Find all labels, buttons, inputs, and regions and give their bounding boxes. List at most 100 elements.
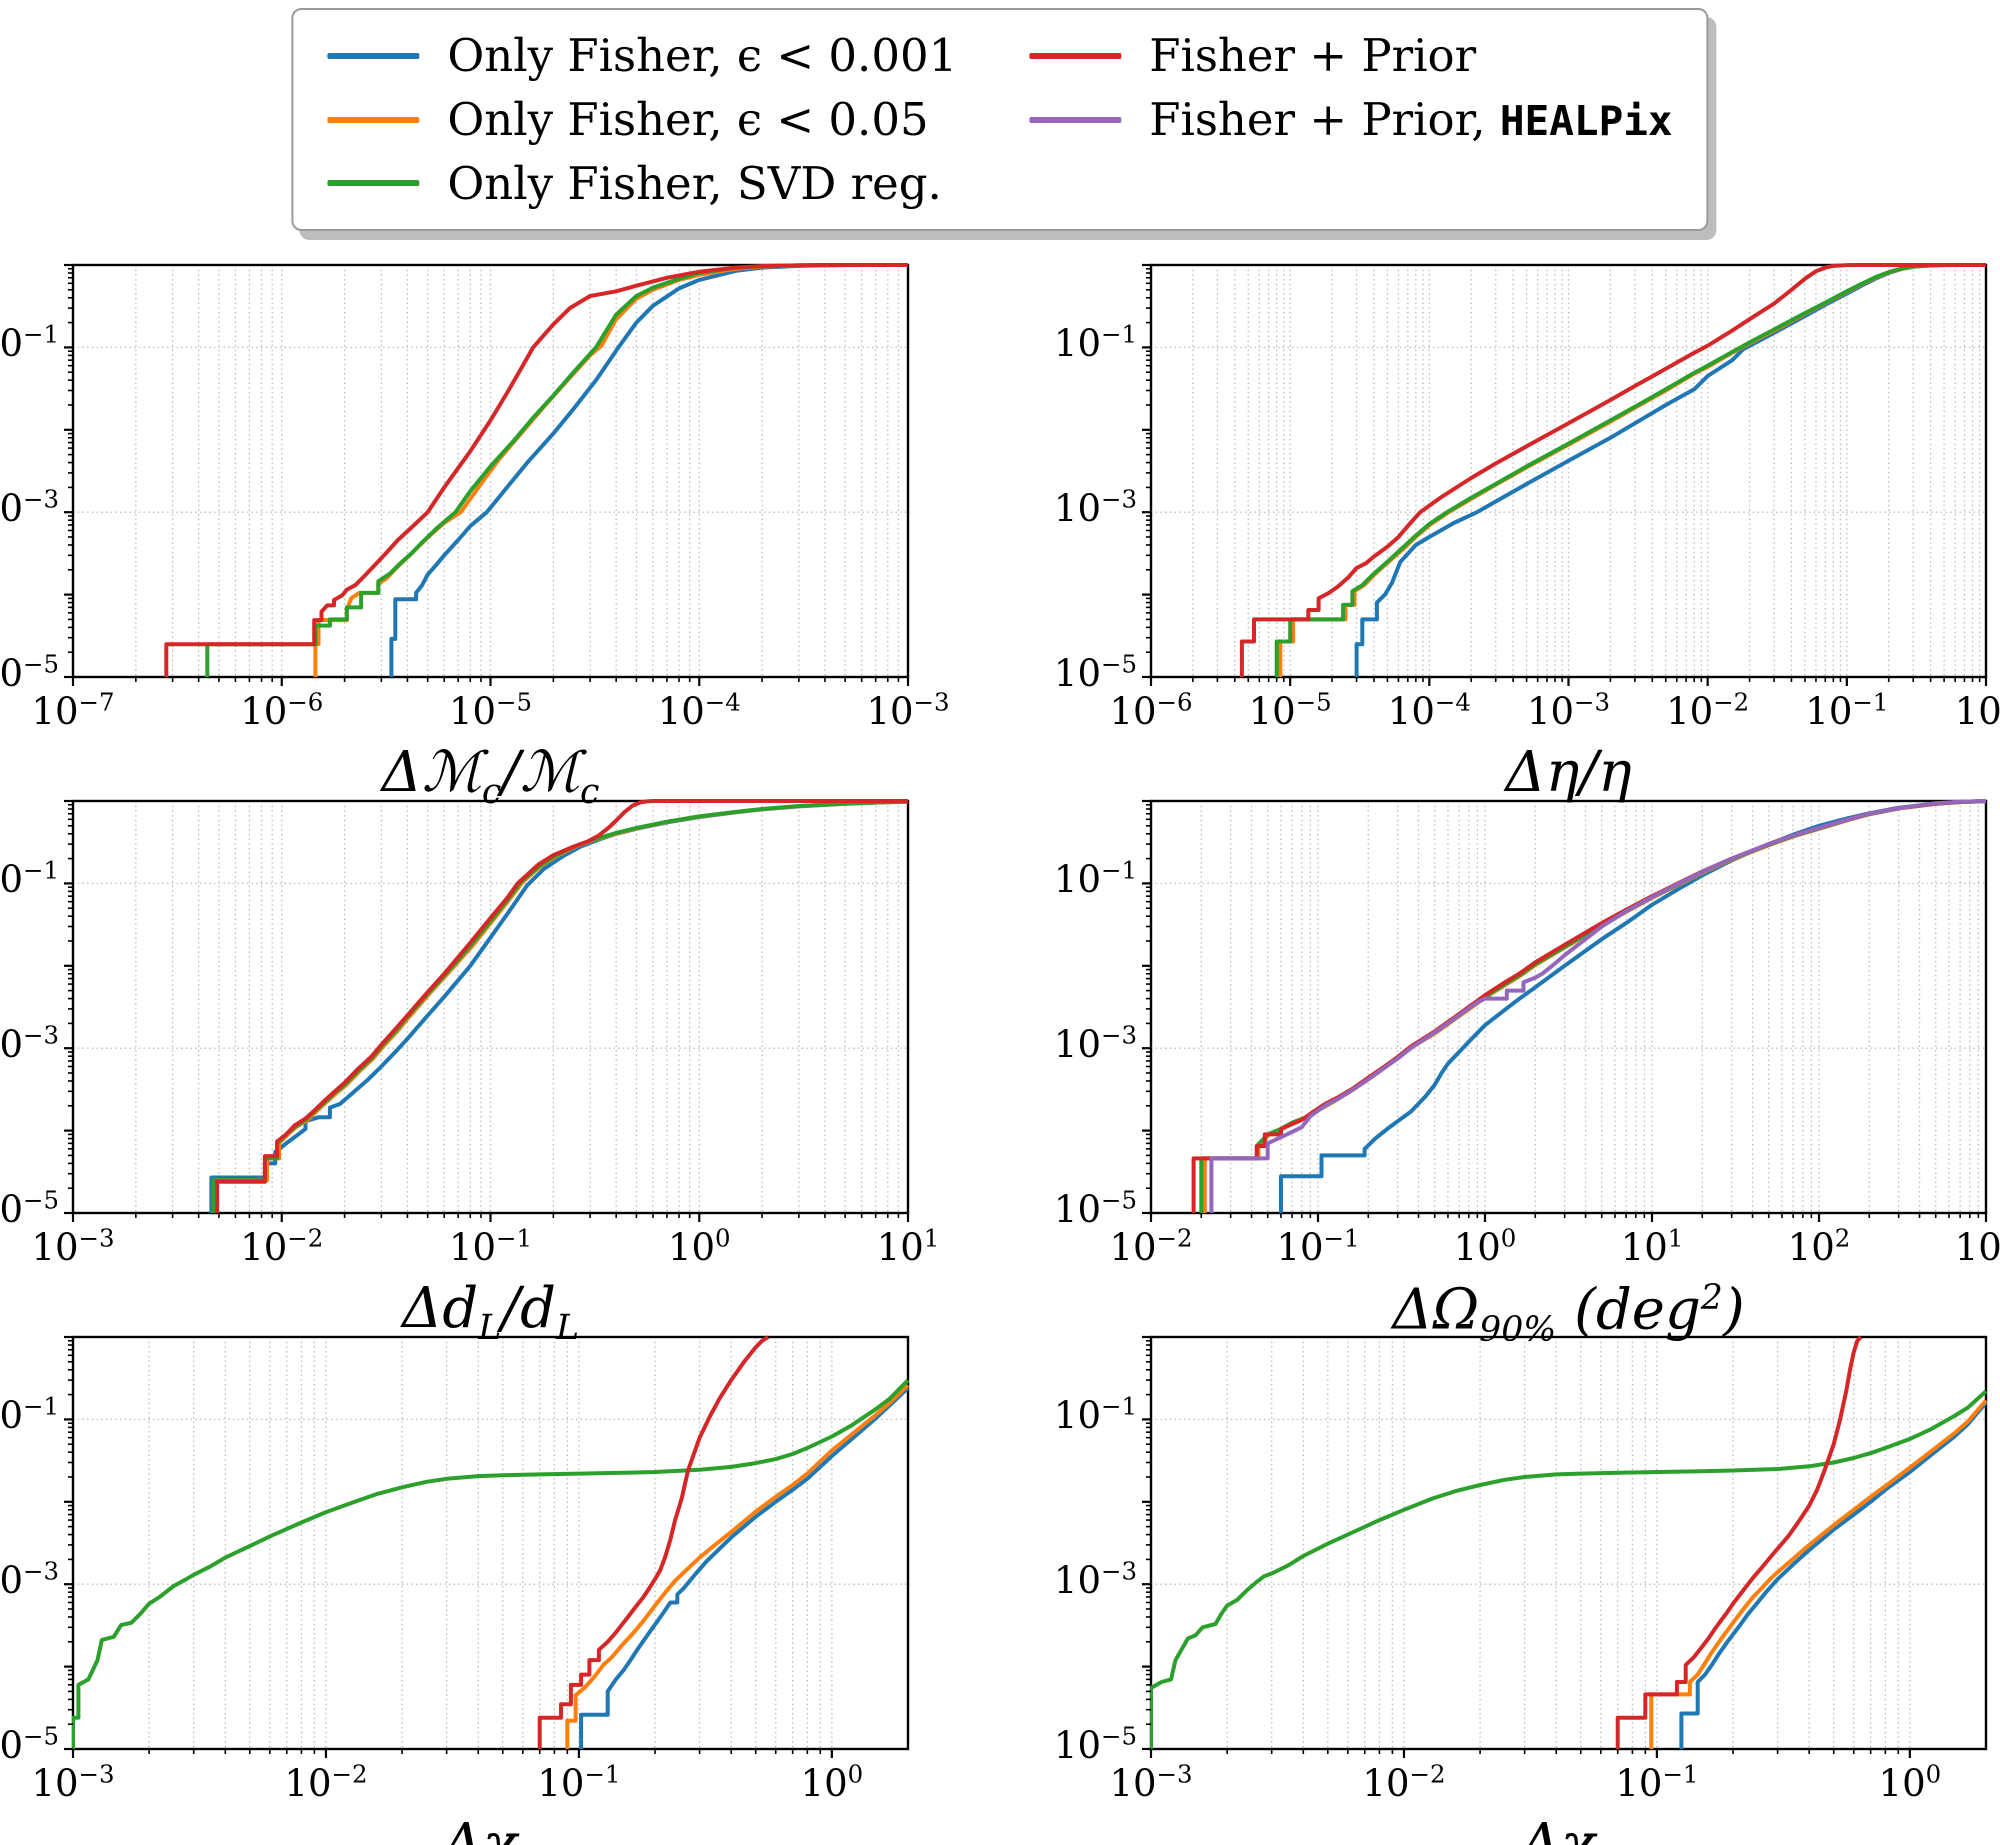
subplot-0-line-only-fisher-0-05: [313, 263, 908, 677]
subplot-5-xtick-10e-2: 10−2: [1362, 1759, 1446, 1805]
subplot-2-series: [209, 799, 909, 1213]
legend-item-fisher-prior-healpix: Fisher + Prior, HEALPix: [1029, 92, 1673, 146]
subplot-2-line-fisher-prior: [215, 799, 908, 1213]
subplot-3-xtick-10e-1: 10−1: [1276, 1223, 1360, 1269]
subplot-2-xtick-10e0: 100: [667, 1223, 731, 1269]
legend-label: Only Fisher, ϵ < 0.05: [447, 92, 929, 146]
subplot-0: [64, 263, 910, 686]
subplot-1-ytick-10e-1: 10−1: [1053, 320, 1137, 366]
subplot-5-series: [1150, 1335, 1987, 1749]
subplot-3-xtick-10e3: 103: [1954, 1226, 2000, 1269]
legend-line-blue: [327, 52, 420, 59]
subplot-5-grid: [1151, 1337, 1986, 1749]
subplot-0-xtick-10e-3: 10−3: [866, 687, 950, 733]
subplot-4-xtick-10e-1: 10−1: [537, 1759, 621, 1805]
legend-label: Fisher + Prior, HEALPix: [1149, 92, 1673, 146]
subplot-4-line-only-fisher-0-05: [565, 1383, 909, 1749]
subplot-3-line-only-fisher-svd-reg: [1199, 799, 1987, 1213]
subplot-5-xlabel: Δχ2: [1520, 1812, 1595, 1845]
subplot-4-grid: [73, 1337, 908, 1749]
subplot-4-spines: [71, 1335, 910, 1751]
subplot-2: [64, 799, 910, 1222]
subplot-1-line-only-fisher-svd-reg: [1274, 263, 1986, 677]
subplot-4-line-only-fisher-svd-reg: [72, 1378, 909, 1749]
subplot-2-line-only-fisher-0-001: [209, 799, 909, 1213]
subplot-3-xtick-10e-2: 10−2: [1109, 1223, 1193, 1269]
subplot-3-xlabel: ΔΩ90% (deg2): [1392, 1277, 1745, 1350]
subplot-1-xtick-10e-5: 10−5: [1248, 687, 1332, 733]
subplot-2-xlabel: ΔdL/dL: [401, 1276, 580, 1349]
subplot-3-grid: [1151, 801, 1986, 1213]
subplot-2-ytick-10e-3: 10−3: [0, 1020, 59, 1067]
subplot-5-xtick-10e0: 100: [1878, 1759, 1942, 1805]
legend-line-purple: [1029, 116, 1122, 123]
subplot-0-xtick-10e-5: 10−5: [448, 687, 533, 733]
subplot-1-xtick-10e-3: 10−3: [1526, 687, 1611, 733]
subplot-2-xtick-10e-2: 10−2: [240, 1223, 324, 1269]
subplot-4-line-only-fisher-0-001: [579, 1386, 909, 1749]
subplot-1-xtick-10e-4: 10−4: [1387, 687, 1471, 733]
subplot-1-line-fisher-prior: [1239, 263, 1986, 677]
subplot-1-xtick-10e-2: 10−2: [1666, 687, 1750, 733]
subplot-3-xtick-10e0: 100: [1453, 1223, 1517, 1269]
subplot-1-ytick-10e-3: 10−3: [1053, 484, 1137, 531]
subplot-0-line-only-fisher-svd-reg: [205, 263, 908, 677]
subplot-5-ticks: [1142, 1335, 1911, 1758]
legend-label: Only Fisher, ϵ < 0.001: [447, 29, 958, 82]
subplot-1-xlabel: Δη/η: [1505, 740, 1632, 805]
subplot-5-line-only-fisher-svd-reg: [1150, 1389, 1987, 1749]
subplot-3-line-only-fisher-0-001: [1279, 799, 1987, 1213]
subplot-3-ytick-10e-1: 10−1: [1053, 856, 1137, 902]
subplot-5-xtick-10e-1: 10−1: [1615, 1759, 1699, 1805]
subplot-4-series: [72, 1335, 909, 1749]
legend-line-orange: [327, 116, 420, 123]
subplot-3-ytick-10e-3: 10−3: [1053, 1020, 1137, 1067]
subplot-4: [64, 1335, 910, 1758]
legend-item-fisher-prior: Fisher + Prior: [1029, 30, 1672, 82]
subplot-3-line-fisher-prior: [1191, 799, 1987, 1213]
subplot-3-line-fisher-prior-healpix: [1209, 799, 1987, 1213]
subplot-4-line-fisher-prior: [537, 1335, 770, 1749]
subplot-0-series: [164, 263, 908, 677]
subplot-0-grid: [73, 265, 908, 677]
legend-label: Fisher + Prior: [1149, 29, 1477, 82]
subplot-5-ytick-10e-5: 10−5: [1053, 1721, 1137, 1767]
subplot-2-ytick-10e-1: 10−1: [0, 856, 59, 902]
subplot-4-xtick-10e-2: 10−2: [284, 1759, 368, 1805]
subplot-2-line-only-fisher-0-05: [213, 799, 909, 1213]
subplot-1-line-only-fisher-0-001: [1354, 263, 1986, 677]
subplot-2-xtick-10e-3: 10−3: [31, 1223, 115, 1269]
subplot-1-ticks: [1142, 263, 1988, 686]
subplot-0-line-only-fisher-0-001: [389, 263, 908, 677]
subplot-1-xtick-10e0: 100: [1954, 690, 2000, 733]
subplot-1-xtick-10e-6: 10−6: [1109, 687, 1193, 733]
subplot-3-xtick-10e1: 101: [1620, 1223, 1684, 1269]
subplot-2-line-only-fisher-svd-reg: [211, 799, 909, 1213]
subplot-0-xtick-10e-4: 10−4: [657, 687, 741, 733]
subplot-0-ticks: [64, 263, 910, 686]
subplot-3-ticks: [1142, 799, 1988, 1222]
subplot-1-xtick-10e-1: 10−1: [1805, 687, 1889, 733]
subplot-1-series: [1239, 263, 1986, 677]
subplot-2-ytick-10e-5: 10−5: [0, 1185, 59, 1231]
subplot-2-xtick-10e1: 101: [876, 1223, 940, 1269]
subplot-4-ytick-10e-5: 10−5: [0, 1721, 59, 1767]
subplot-3-xtick-10e2: 102: [1787, 1223, 1851, 1269]
subplot-5-xtick-10e-3: 10−3: [1109, 1759, 1193, 1805]
subplot-0-xtick-10e-7: 10−7: [31, 687, 115, 733]
legend-item-only-fisher-eps-0001: Only Fisher, ϵ < 0.001: [327, 30, 957, 82]
legend-line-green: [327, 180, 420, 187]
subplot-5-spines: [1149, 1335, 1988, 1751]
subplot-0-xlabel: Δℳc/ℳc: [381, 740, 600, 813]
legend-item-only-fisher-svd: Only Fisher, SVD reg.: [327, 157, 957, 210]
subplot-3-ytick-10e-5: 10−5: [1053, 1185, 1137, 1231]
subplot-1-grid: [1151, 265, 1986, 677]
legend-line-red: [1029, 52, 1122, 59]
subplot-5-ytick-10e-1: 10−1: [1053, 1392, 1137, 1438]
subplot-4-xlabel: Δχ1: [442, 1812, 517, 1845]
subplot-5-ytick-10e-3: 10−3: [1053, 1556, 1137, 1603]
subplot-4-xtick-10e0: 100: [800, 1759, 864, 1805]
subplot-0-ytick-10e-3: 10−3: [0, 484, 59, 531]
